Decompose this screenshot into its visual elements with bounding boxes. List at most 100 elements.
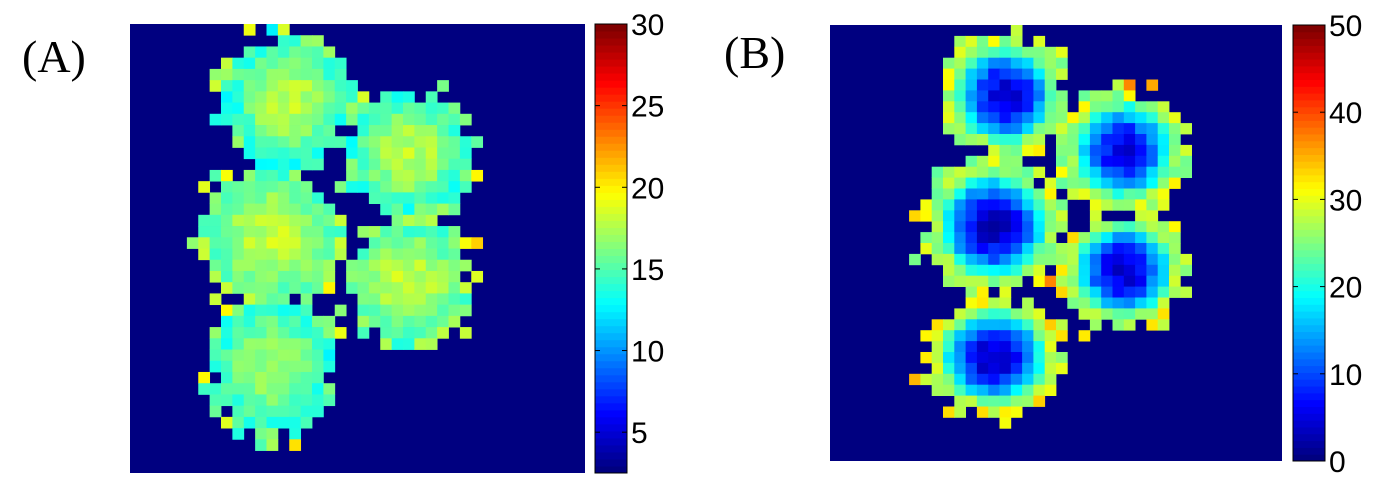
heatmap-a-cell — [403, 158, 415, 171]
heatmap-b-cell — [1112, 155, 1125, 168]
colorbar-a-gradient-step — [595, 360, 627, 369]
heatmap-a-cell — [243, 113, 256, 126]
heatmap-b-cell — [1123, 112, 1136, 124]
heatmap-a-cell — [232, 136, 245, 148]
heatmap-b-cell — [1010, 166, 1023, 178]
heatmap-a-cell — [255, 338, 267, 350]
colorbar-b-gradient-step — [1293, 243, 1325, 251]
heatmap-a-cell — [289, 113, 302, 126]
heatmap-a-cell — [255, 136, 267, 148]
heatmap-a-cell — [209, 169, 222, 182]
heatmap-a-cell — [300, 203, 313, 216]
heatmap-a-cell — [403, 270, 415, 283]
heatmap-a-cell — [232, 360, 245, 373]
heatmap-b-cell — [1123, 79, 1136, 91]
heatmap-b-cell — [1157, 286, 1170, 298]
heatmap-b-cell — [976, 395, 989, 407]
heatmap-b-cell — [1135, 253, 1147, 266]
heatmap-a-cell — [255, 315, 267, 328]
colorbar-b-gradient-step — [1293, 365, 1325, 373]
heatmap-b-cell — [988, 144, 1000, 157]
heatmap-b-cell — [988, 253, 1000, 266]
colorbar-b-gradient-step — [1293, 399, 1325, 407]
heatmap-b-cell — [999, 406, 1012, 418]
colorbar-a-gradient-step — [595, 451, 627, 460]
heatmap-b-cell — [988, 341, 1000, 353]
heatmap-b-cell — [1112, 264, 1125, 277]
heatmap-b-cell — [1022, 362, 1034, 375]
heatmap-a-cell — [357, 270, 370, 283]
heatmap-b-cell — [1089, 264, 1102, 277]
colorbar-a-gradient-step — [595, 136, 627, 144]
heatmap-a-cell — [266, 428, 279, 440]
heatmap-b-cell — [965, 155, 978, 168]
heatmap-b-cell — [1112, 253, 1125, 266]
heatmap-b-cell — [965, 362, 978, 375]
heatmap-b-cell — [1056, 123, 1068, 135]
heatmap-b-cell — [1123, 188, 1136, 200]
heatmap-b-cell — [1056, 210, 1068, 222]
heatmap-a-cell — [471, 270, 484, 283]
colorbar-b-gradient-step — [1293, 290, 1325, 298]
heatmap-b-cell — [1033, 362, 1046, 375]
heatmap-b-cell — [976, 352, 989, 364]
heatmap-a-cell — [425, 169, 438, 182]
heatmap-b-cell — [1112, 232, 1125, 244]
heatmap-b-cell — [931, 362, 944, 375]
heatmap-b-cell — [999, 308, 1012, 320]
heatmap-b-cell — [1010, 406, 1023, 418]
heatmap-a-cell — [448, 226, 461, 238]
heatmap-a-cell — [403, 181, 415, 193]
heatmap-b-cell — [1112, 297, 1125, 309]
heatmap-b-cell — [1010, 112, 1023, 124]
heatmap-a-cell — [266, 248, 279, 261]
heatmap-b-cell — [1112, 286, 1125, 298]
heatmap-a-cell — [334, 102, 347, 115]
heatmap-a-cell — [277, 248, 290, 261]
heatmap-b-cell — [1033, 101, 1046, 113]
heatmap-a-cell — [221, 102, 233, 115]
heatmap-b-cell — [976, 384, 989, 396]
heatmap-b-cell — [999, 46, 1012, 59]
heatmap-a-cell — [403, 282, 415, 294]
heatmap-a-cell — [357, 226, 370, 238]
colorbar-b: 0 10 20 30 40 50 — [1292, 10, 1362, 479]
heatmap-a-cell — [425, 282, 438, 294]
heatmap-a-cell — [380, 181, 393, 193]
heatmap-a-cell — [323, 248, 336, 261]
heatmap-a-cell — [243, 416, 256, 429]
heatmap-b-cell — [954, 264, 966, 277]
colorbar-a-gradient-step — [595, 297, 627, 306]
heatmap-b-cell — [1180, 144, 1192, 157]
heatmap-a-cell — [391, 136, 404, 148]
heatmap-a-cell — [232, 80, 245, 92]
heatmap-b-cell — [943, 253, 955, 266]
heatmap-b-cell — [1180, 166, 1192, 178]
heatmap-a-cell — [221, 383, 233, 395]
heatmap-b-cell — [976, 155, 989, 168]
heatmap-a-cell — [312, 136, 324, 148]
heatmap-b-cell — [999, 221, 1012, 233]
heatmap-a-cell — [300, 46, 313, 59]
heatmap-a-cell — [391, 214, 404, 227]
heatmap-a-cell — [380, 248, 393, 261]
heatmap-a-cell — [221, 57, 233, 70]
heatmap-a-cell — [277, 35, 290, 47]
heatmap-a-cell — [300, 416, 313, 429]
heatmap-b-cell — [988, 79, 1000, 91]
heatmap-b-cell — [1033, 35, 1046, 48]
heatmap-a-cell — [391, 169, 404, 182]
heatmap-b-cell — [954, 319, 966, 331]
heatmap-a-cell — [266, 181, 279, 193]
heatmap-a-cell — [437, 327, 449, 339]
heatmap-a-cell — [232, 383, 245, 395]
heatmap-a-cell — [289, 91, 302, 103]
heatmap-a-cell — [357, 113, 370, 126]
heatmap-b-cell — [1078, 112, 1091, 124]
heatmap-b-cell — [1146, 264, 1159, 277]
colorbar-b-gradient-step — [1293, 59, 1325, 67]
heatmap-a-cell — [255, 203, 267, 216]
heatmap-a-cell — [277, 293, 290, 306]
colorbar-b-gradient-step — [1293, 202, 1325, 210]
heatmap-b-cell — [943, 352, 955, 364]
